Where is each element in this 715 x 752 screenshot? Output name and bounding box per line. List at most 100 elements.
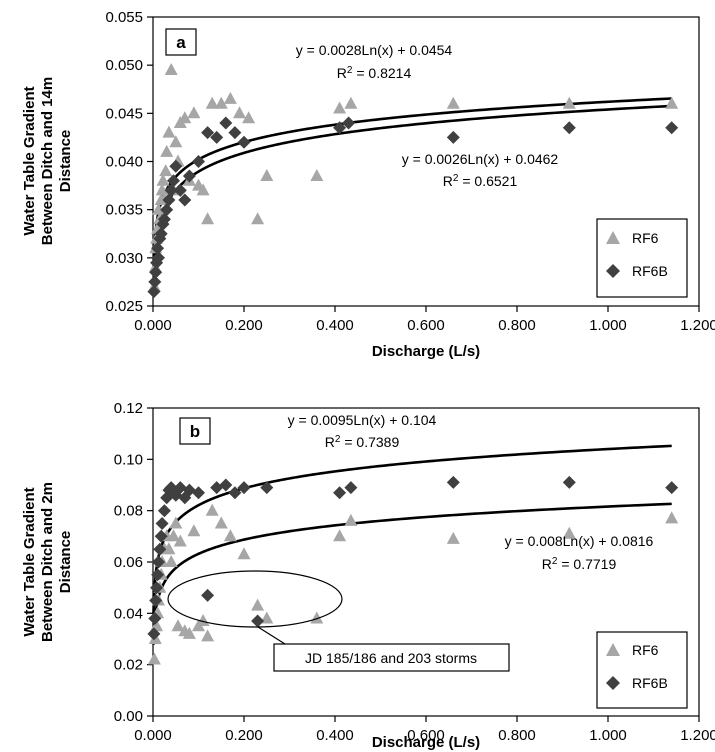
legend-label-rf6b-b: RF6B — [632, 675, 668, 691]
point-rf6b — [665, 481, 679, 495]
point-rf6b — [260, 481, 274, 495]
y-tick-label: 0.08 — [114, 503, 143, 520]
point-rf6 — [162, 125, 176, 138]
legend-marker-rf6b-b — [606, 676, 620, 690]
point-rf6b — [149, 594, 163, 607]
legend-a: RF6 RF6B — [596, 218, 688, 298]
point-rf6b — [157, 504, 171, 518]
panel-label-b: b — [179, 417, 211, 445]
y-tick-label: 0.030 — [105, 250, 143, 267]
trend-r2-b1: R2 = 0.7389 — [325, 434, 400, 451]
point-rf6b — [151, 568, 165, 582]
point-rf6b — [173, 481, 187, 495]
y-axis-title-b-line3: Distance — [57, 531, 74, 594]
point-rf6b — [562, 121, 576, 135]
x-tick-label: 0.800 — [498, 727, 536, 744]
chart-panel-b: 0.000.020.040.060.080.100.12 0.000 0.200 0… — [21, 400, 715, 751]
point-rf6 — [233, 106, 246, 119]
point-rf6b — [151, 241, 165, 255]
points-a — [147, 63, 679, 299]
point-rf6 — [159, 164, 173, 177]
y-tick-label: 0.045 — [105, 105, 143, 122]
point-rf6b — [192, 486, 205, 500]
svg-text:b: b — [190, 422, 200, 441]
point-rf6b — [210, 130, 224, 144]
point-rf6b — [562, 475, 576, 489]
x-axis-title-b: Discharge (L/s) — [372, 734, 480, 751]
x-tick-label: 1.200 — [680, 727, 715, 744]
y-axis-title-a-line3: Distance — [57, 130, 74, 193]
point-rf6b — [148, 612, 162, 625]
point-rf6b — [665, 121, 679, 135]
legend-label-rf6b-a: RF6B — [632, 263, 668, 279]
point-rf6b — [150, 581, 164, 595]
point-rf6b — [147, 627, 161, 641]
y-tick-label: 0.035 — [105, 202, 143, 219]
point-rf6b — [169, 159, 183, 173]
point-rf6b — [228, 126, 242, 140]
y-axis-title-a-line1: Water Table Gradient — [21, 86, 38, 235]
x-tick-label: 0.800 — [498, 317, 536, 334]
point-rf6 — [196, 614, 210, 626]
point-rf6 — [562, 526, 576, 539]
point-rf6 — [152, 202, 165, 215]
point-rf6 — [251, 212, 265, 225]
legend-label-rf6-b: RF6 — [632, 642, 659, 658]
panel-label-a: a — [165, 28, 197, 56]
point-rf6b — [182, 169, 196, 183]
legend-marker-rf6-b — [606, 643, 620, 656]
point-rf6 — [446, 531, 460, 544]
point-rf6 — [169, 135, 183, 148]
storm-annotation-label: JD 185/186 and 203 storms — [305, 650, 477, 666]
x-tick-label: 1.000 — [589, 727, 627, 744]
point-rf6 — [187, 106, 201, 119]
point-rf6 — [333, 101, 347, 114]
legend-label-rf6-a: RF6 — [632, 230, 659, 246]
x-tick-label: 0.200 — [225, 317, 263, 334]
point-rf6 — [182, 626, 196, 639]
point-rf6b — [148, 275, 162, 289]
point-rf6b — [344, 481, 358, 495]
y-tick-label: 0.06 — [114, 554, 143, 571]
point-rf6b — [342, 116, 356, 130]
y-tick-label: 0.050 — [105, 57, 143, 74]
point-rf6 — [344, 513, 358, 526]
point-rf6 — [665, 511, 679, 524]
y-axis-title-a-line2: Between Ditch and 14m — [39, 77, 56, 245]
point-rf6 — [155, 183, 169, 196]
trend-r2-b2: R2 = 0.7719 — [542, 556, 617, 573]
point-rf6b — [333, 486, 347, 500]
point-rf6 — [171, 619, 185, 632]
point-rf6b — [201, 588, 215, 602]
trend-r2-a2: R2 = 0.6521 — [443, 173, 518, 190]
y-tick-label: 0.12 — [114, 400, 143, 417]
point-rf6b — [157, 212, 171, 226]
point-rf6b — [160, 203, 174, 217]
point-rf6b — [147, 285, 161, 299]
point-rf6 — [187, 524, 201, 537]
legend-marker-rf6-a — [606, 231, 620, 244]
point-rf6b — [333, 121, 347, 135]
point-rf6b — [178, 193, 192, 207]
x-tick-label: 0.400 — [316, 727, 354, 744]
point-rf6 — [156, 173, 170, 186]
x-tick-label: 0.000 — [134, 727, 172, 744]
point-rf6 — [260, 169, 274, 181]
point-rf6 — [173, 534, 187, 547]
y-tick-label: 0.055 — [105, 9, 143, 26]
svg-text:a: a — [176, 33, 186, 52]
y-tick-label: 0.040 — [105, 154, 143, 171]
point-rf6b — [446, 130, 460, 144]
x-tick-label: 0.600 — [407, 317, 445, 334]
storm-annotation-leader — [257, 626, 286, 645]
point-rf6 — [251, 598, 265, 611]
point-rf6b — [219, 116, 233, 130]
point-rf6b — [173, 183, 187, 197]
chart-panel-a: 0.025 0.030 0.035 0.040 0.045 0.050 0.055 0.00… — [21, 9, 715, 360]
point-rf6 — [196, 183, 210, 196]
point-rf6 — [310, 611, 324, 624]
point-rf6 — [164, 63, 178, 75]
y-axis-title-b-line2: Between Ditch and 2m — [39, 482, 56, 642]
point-rf6b — [164, 183, 178, 197]
